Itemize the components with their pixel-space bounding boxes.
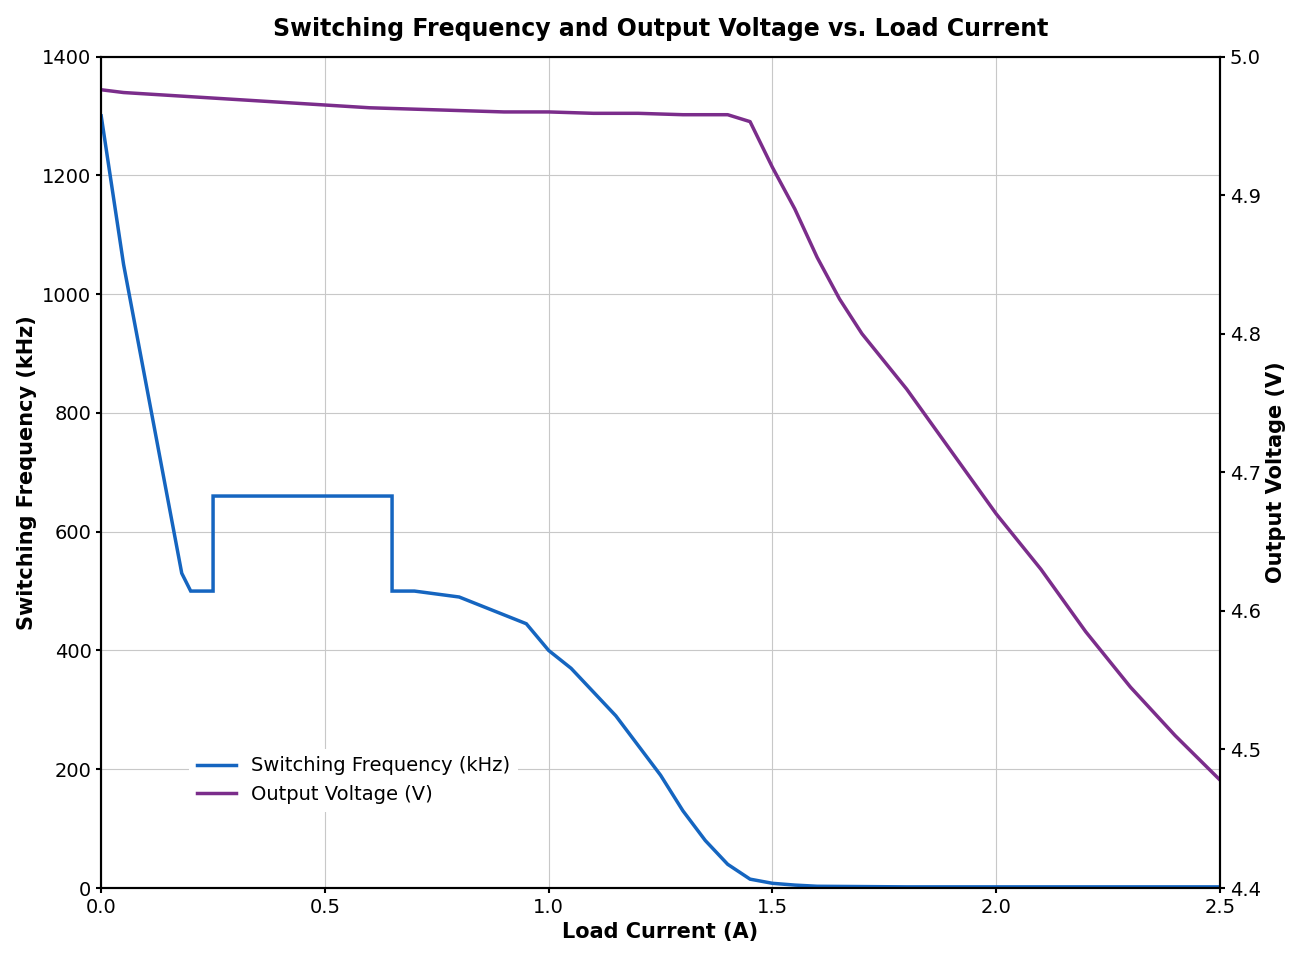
Switching Frequency (kHz) xyxy=(384,490,400,502)
Switching Frequency (kHz) xyxy=(1078,881,1093,893)
Switching Frequency (kHz) xyxy=(719,858,735,870)
Switching Frequency (kHz) xyxy=(743,874,758,885)
Switching Frequency (kHz) xyxy=(631,739,646,751)
Output Voltage (V) xyxy=(407,104,422,115)
X-axis label: Load Current (A): Load Current (A) xyxy=(563,923,758,943)
Switching Frequency (kHz) xyxy=(407,585,422,596)
Switching Frequency (kHz) xyxy=(675,806,691,817)
Output Voltage (V) xyxy=(182,91,198,103)
Switching Frequency (kHz) xyxy=(1212,881,1227,893)
Switching Frequency (kHz) xyxy=(697,834,713,846)
Switching Frequency (kHz) xyxy=(182,585,198,596)
Output Voltage (V) xyxy=(1123,681,1139,692)
Switching Frequency (kHz) xyxy=(103,170,119,181)
Switching Frequency (kHz) xyxy=(206,490,222,502)
Switching Frequency (kHz) xyxy=(989,881,1005,893)
Switching Frequency (kHz) xyxy=(317,490,332,502)
Switching Frequency (kHz) xyxy=(206,585,222,596)
Switching Frequency (kHz) xyxy=(787,879,803,891)
Switching Frequency (kHz) xyxy=(585,687,601,698)
Switching Frequency (kHz) xyxy=(94,110,109,122)
Output Voltage (V) xyxy=(272,97,288,108)
Legend: Switching Frequency (kHz), Output Voltage (V): Switching Frequency (kHz), Output Voltag… xyxy=(189,749,519,812)
Output Voltage (V) xyxy=(362,102,378,113)
Output Voltage (V) xyxy=(675,109,691,121)
Output Voltage (V) xyxy=(585,107,601,119)
Switching Frequency (kHz) xyxy=(519,618,534,629)
Output Voltage (V) xyxy=(1078,626,1093,638)
Switching Frequency (kHz) xyxy=(173,568,189,579)
Line: Output Voltage (V): Output Voltage (V) xyxy=(102,90,1220,780)
Output Voltage (V) xyxy=(631,107,646,119)
Output Voltage (V) xyxy=(831,293,847,305)
Switching Frequency (kHz) xyxy=(192,585,207,596)
Output Voltage (V) xyxy=(787,203,803,215)
Switching Frequency (kHz) xyxy=(496,609,512,620)
Y-axis label: Switching Frequency (kHz): Switching Frequency (kHz) xyxy=(17,315,36,630)
Output Voltage (V) xyxy=(116,86,132,98)
Switching Frequency (kHz) xyxy=(407,585,422,596)
Output Voltage (V) xyxy=(899,384,915,395)
Switching Frequency (kHz) xyxy=(653,769,668,781)
Switching Frequency (kHz) xyxy=(563,663,579,674)
Output Voltage (V) xyxy=(989,508,1005,520)
Switching Frequency (kHz) xyxy=(899,881,915,893)
Switching Frequency (kHz) xyxy=(160,496,176,507)
Switching Frequency (kHz) xyxy=(250,490,266,502)
Line: Switching Frequency (kHz): Switching Frequency (kHz) xyxy=(102,116,1220,887)
Switching Frequency (kHz) xyxy=(384,585,400,596)
Switching Frequency (kHz) xyxy=(294,490,310,502)
Switching Frequency (kHz) xyxy=(809,880,825,892)
Switching Frequency (kHz) xyxy=(362,490,378,502)
Output Voltage (V) xyxy=(1212,774,1227,785)
Output Voltage (V) xyxy=(1033,564,1049,575)
Switching Frequency (kHz) xyxy=(451,592,466,603)
Output Voltage (V) xyxy=(743,116,758,128)
Switching Frequency (kHz) xyxy=(138,378,154,389)
Output Voltage (V) xyxy=(809,251,825,263)
Title: Switching Frequency and Output Voltage vs. Load Current: Switching Frequency and Output Voltage v… xyxy=(272,16,1048,40)
Output Voltage (V) xyxy=(541,106,556,118)
Output Voltage (V) xyxy=(719,109,735,121)
Switching Frequency (kHz) xyxy=(340,490,356,502)
Switching Frequency (kHz) xyxy=(609,710,624,721)
Output Voltage (V) xyxy=(138,88,154,100)
Output Voltage (V) xyxy=(94,84,109,96)
Output Voltage (V) xyxy=(1167,730,1183,741)
Switching Frequency (kHz) xyxy=(541,644,556,656)
Output Voltage (V) xyxy=(317,99,332,110)
Output Voltage (V) xyxy=(228,94,244,105)
Switching Frequency (kHz) xyxy=(429,588,444,599)
Output Voltage (V) xyxy=(496,106,512,118)
Switching Frequency (kHz) xyxy=(182,585,198,596)
Output Voltage (V) xyxy=(943,446,959,457)
Switching Frequency (kHz) xyxy=(765,877,780,889)
Switching Frequency (kHz) xyxy=(116,259,132,270)
Output Voltage (V) xyxy=(765,162,780,174)
Y-axis label: Output Voltage (V): Output Voltage (V) xyxy=(1267,362,1286,583)
Switching Frequency (kHz) xyxy=(228,490,244,502)
Switching Frequency (kHz) xyxy=(272,490,288,502)
Output Voltage (V) xyxy=(451,105,466,116)
Switching Frequency (kHz) xyxy=(474,600,490,612)
Output Voltage (V) xyxy=(855,328,870,339)
